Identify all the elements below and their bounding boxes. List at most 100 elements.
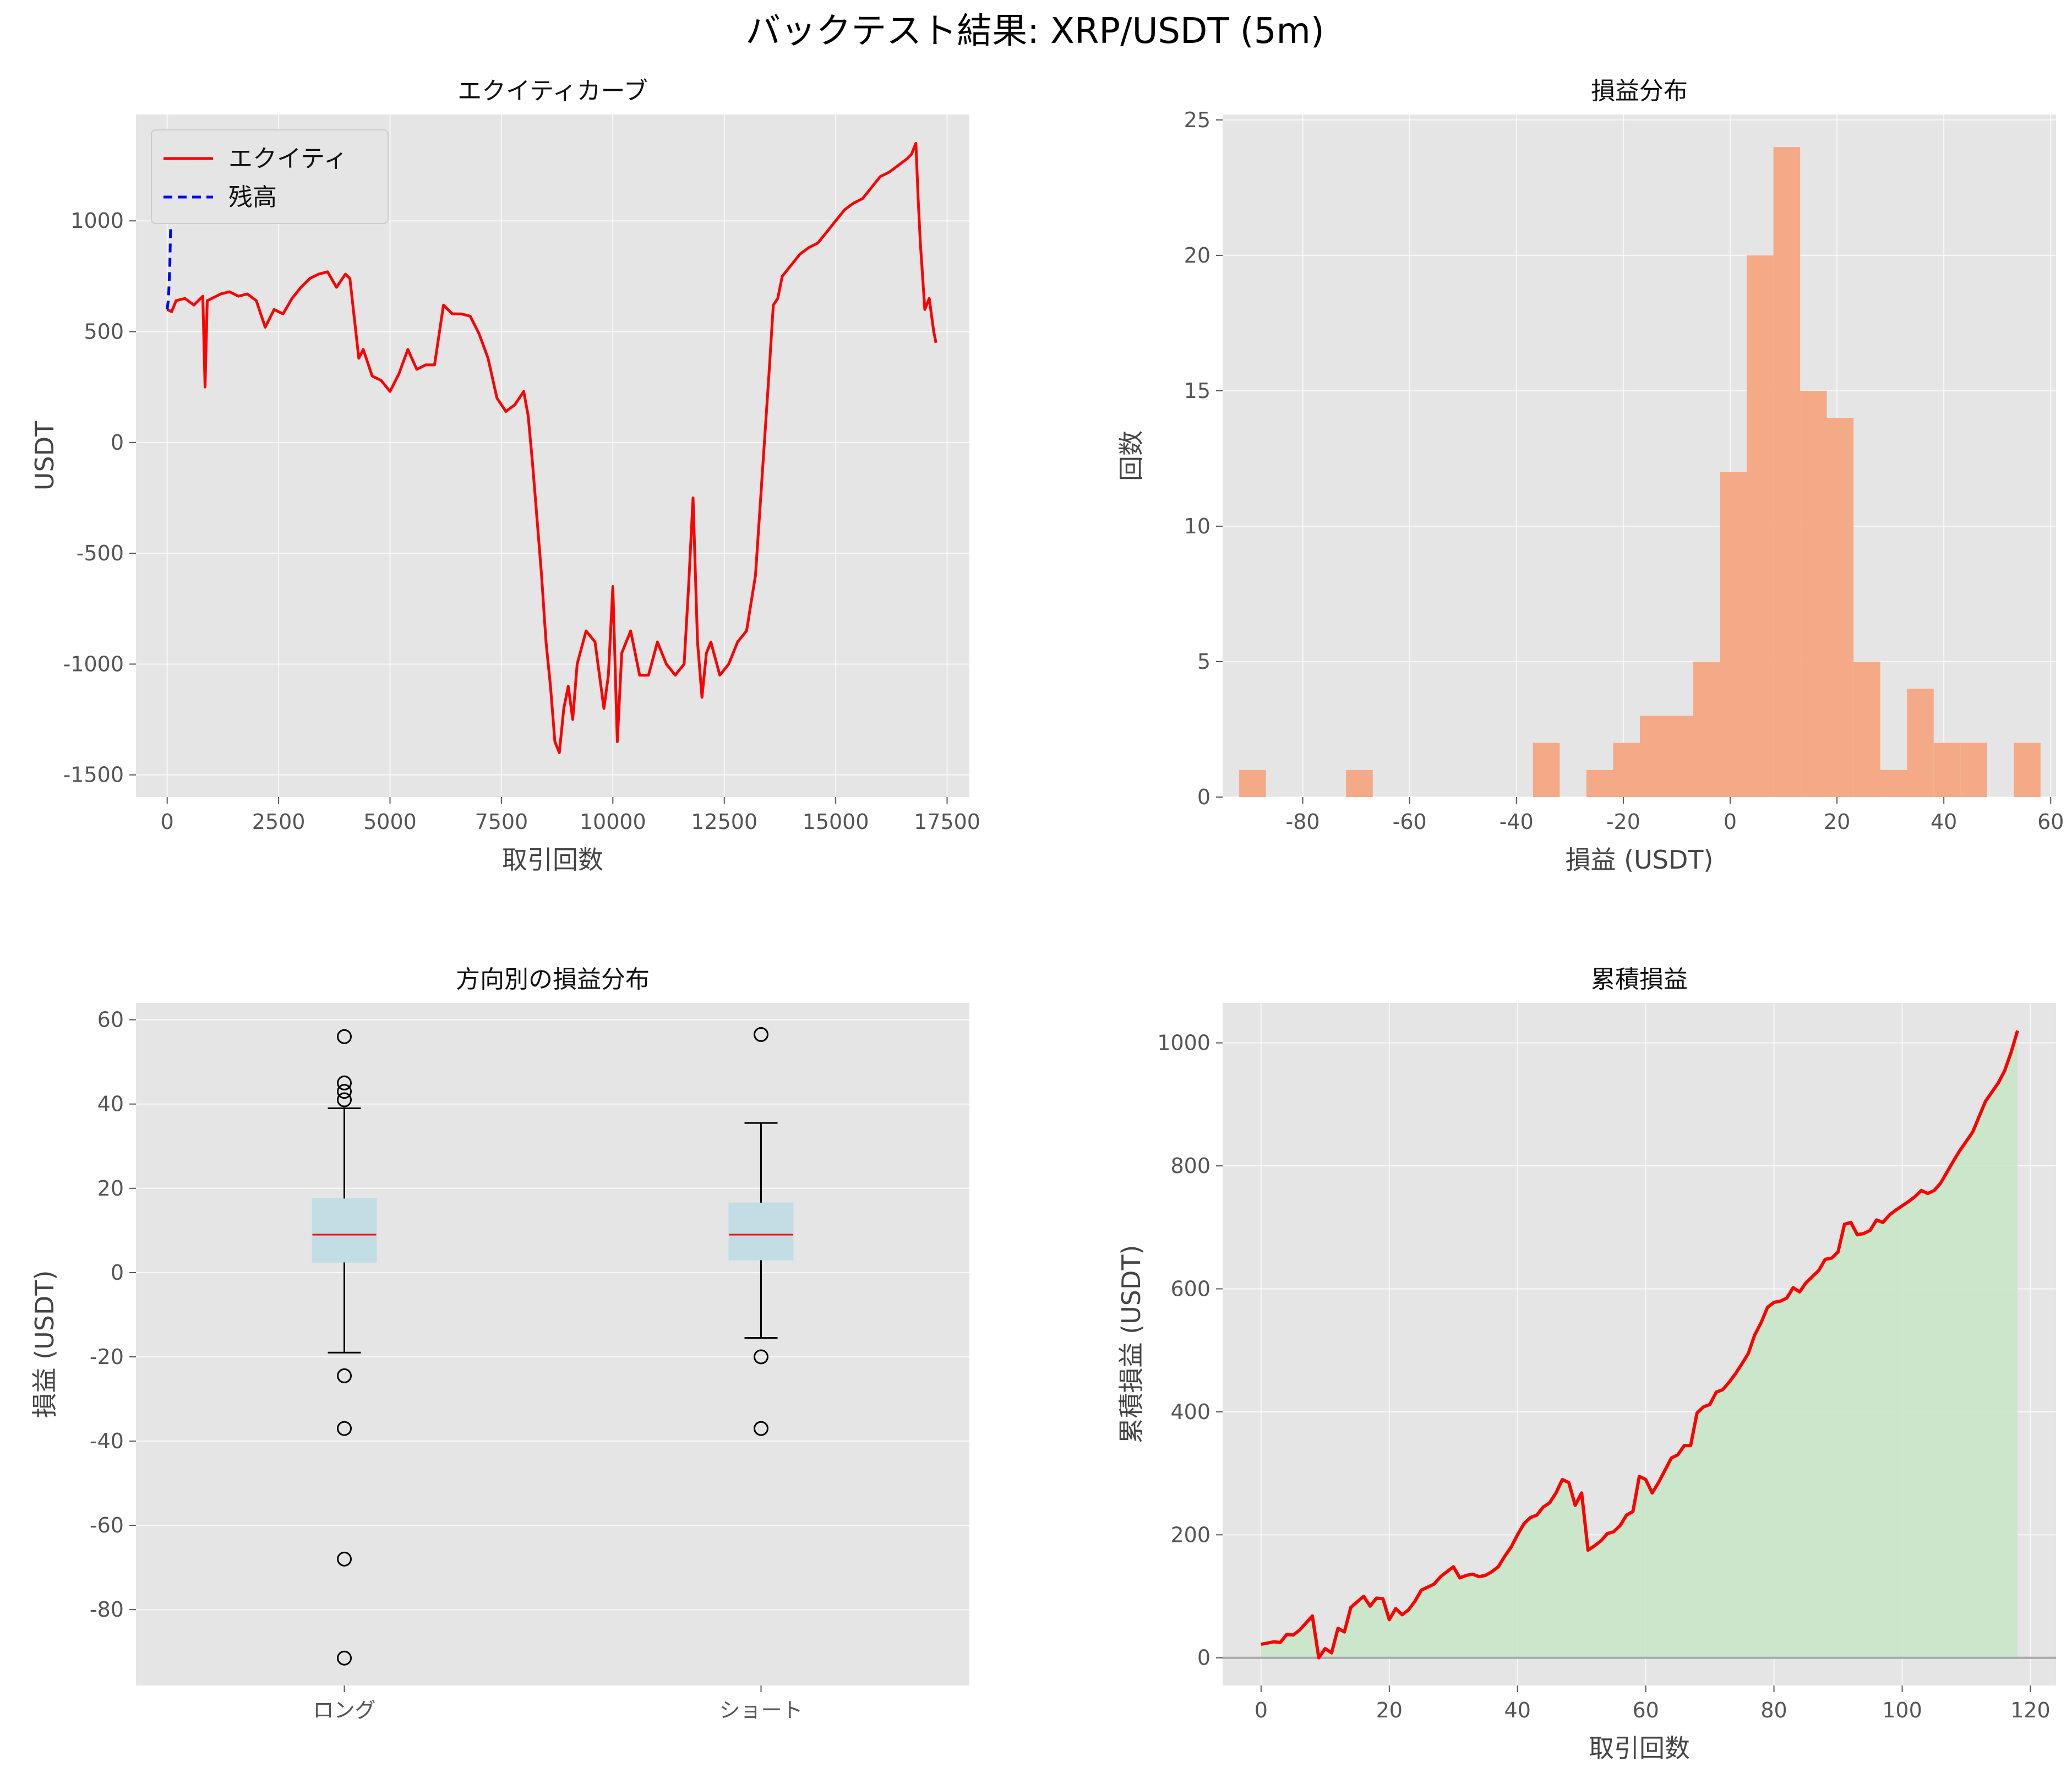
y-axis-label: 累積損益 (USDT) [1116, 1245, 1146, 1444]
box-outlier-point [337, 1084, 352, 1099]
histogram-bar [1747, 255, 1774, 797]
y-tick-label: -40 [90, 1429, 124, 1453]
y-tick-label: 0 [111, 1261, 124, 1285]
histogram-bar [1346, 770, 1373, 797]
x-tick-label: 7500 [475, 810, 528, 834]
y-tick-label: 25 [1184, 108, 1211, 132]
histogram-bar [1239, 770, 1266, 797]
y-tick-label: 1000 [70, 209, 124, 233]
x-tick-label: 0 [161, 810, 174, 834]
y-tick-label: 600 [1170, 1276, 1211, 1301]
x-tick-label: -20 [1606, 810, 1640, 834]
y-tick-label: -1000 [63, 652, 124, 676]
direction-boxplot-panel: 方向別の損益分布 -80 -60 -40 -20 0 20 40 60 損益 (USDT) ロング シ… [30, 965, 969, 1722]
histogram-bar [1880, 770, 1907, 797]
plot-area [1223, 114, 2056, 797]
y-tick-label: -80 [90, 1597, 124, 1622]
box-outlier-point [337, 1421, 352, 1436]
histogram-bar [1693, 661, 1720, 797]
histogram-bar [1613, 743, 1640, 797]
y-axis-label: 損益 (USDT) [30, 1270, 59, 1419]
x-tick-label: 20 [1824, 810, 1850, 834]
histogram-bar [1586, 770, 1613, 797]
box-outlier-point [754, 1027, 768, 1042]
histogram-bar [1720, 472, 1747, 797]
box-outlier-point [337, 1029, 352, 1044]
box-outlier-point [337, 1092, 352, 1108]
x-tick-label: -40 [1500, 810, 1534, 834]
x-tick-label: 17500 [914, 810, 980, 834]
x-tick-label: 60 [2037, 810, 2064, 834]
histogram-bar [1533, 743, 1560, 797]
box-iqr [312, 1198, 377, 1263]
box-iqr [728, 1202, 794, 1261]
histogram-bar [1800, 390, 1827, 797]
y-tick-label: 200 [1170, 1523, 1211, 1547]
histogram-bar [1907, 689, 1934, 797]
box-outlier-point [337, 1368, 352, 1383]
cumulative-area-fill [1261, 1030, 2018, 1658]
x-tick-label: 10000 [580, 810, 646, 834]
y-tick-label: 1000 [1157, 1031, 1211, 1055]
y-tick-label: 0 [111, 430, 124, 455]
legend-box [151, 129, 389, 224]
histogram-bar [1773, 147, 1801, 797]
y-tick-label: 500 [84, 320, 124, 344]
x-tick-label: 80 [1760, 1698, 1787, 1722]
equity-series-line [166, 141, 937, 754]
histogram-bar [1960, 743, 1987, 797]
x-tick-label: 2500 [252, 810, 306, 834]
y-tick-label: 400 [1170, 1400, 1211, 1424]
y-tick-label: 15 [1184, 379, 1211, 403]
legend-label-balance: 残高 [228, 183, 277, 211]
box-outlier-point [337, 1075, 352, 1090]
x-tick-label: ショート [719, 1698, 803, 1722]
x-tick-label: -80 [1286, 810, 1320, 834]
plot-area [136, 1003, 969, 1685]
x-tick-label: -60 [1393, 810, 1427, 834]
x-tick-label: 15000 [803, 810, 869, 834]
x-tick-label: 100 [1882, 1698, 1922, 1722]
legend-label-equity: エクイティ [228, 145, 347, 173]
box-outlier-point [754, 1349, 768, 1365]
x-tick-label: 0 [1724, 810, 1737, 834]
panel-title: 方向別の損益分布 [456, 965, 650, 994]
x-tick-label: 60 [1632, 1698, 1659, 1722]
y-tick-label: -1500 [63, 763, 124, 787]
y-tick-label: -60 [90, 1513, 124, 1537]
x-tick-label: 120 [2010, 1698, 2051, 1722]
y-axis-label: USDT [30, 421, 59, 490]
panel-title: 累積損益 [1591, 965, 1688, 994]
histogram-bar [1666, 716, 1694, 797]
box-outlier-point [337, 1551, 352, 1567]
x-tick-label: 0 [1255, 1698, 1268, 1722]
x-tick-label: 40 [1931, 810, 1957, 834]
x-tick-label: 20 [1376, 1698, 1403, 1722]
histogram-bar [1853, 661, 1880, 797]
x-tick-label: 40 [1504, 1698, 1531, 1722]
x-tick-label: 12500 [691, 810, 757, 834]
x-axis-label: 取引回数 [1589, 1733, 1690, 1763]
figure-title: バックテスト結果: XRP/USDT (5m) [745, 11, 1324, 52]
x-axis-label: 損益 (USDT) [1566, 845, 1714, 875]
x-axis-label: 取引回数 [502, 845, 603, 875]
box-outlier-point [337, 1650, 352, 1666]
y-tick-label: 60 [97, 1008, 124, 1032]
cumulative-pnl-panel: 累積損益 0 200 400 600 800 1000 0 20 40 60 80 100 120 取引回数… [1116, 965, 2056, 1763]
cumulative-pnl-line [1261, 1030, 2019, 1660]
balance-series-line [166, 145, 174, 310]
y-tick-label: 20 [97, 1176, 124, 1201]
y-tick-label: 40 [97, 1092, 124, 1116]
x-tick-label: 5000 [363, 810, 417, 834]
pnl-histogram-panel: 損益分布 0 5 10 15 20 25 -80 -60 -40 -20 0 20 40 60 損益 (USD… [1116, 77, 2064, 875]
y-tick-label: 10 [1184, 514, 1211, 538]
y-tick-label: 0 [1197, 1646, 1211, 1670]
x-tick-label: ロング [313, 1698, 375, 1722]
histogram-bar [1639, 716, 1667, 797]
y-tick-label: -500 [77, 541, 124, 565]
y-tick-label: 20 [1184, 243, 1211, 268]
panel-title: 損益分布 [1591, 77, 1688, 105]
y-axis-label: 回数 [1116, 430, 1146, 481]
